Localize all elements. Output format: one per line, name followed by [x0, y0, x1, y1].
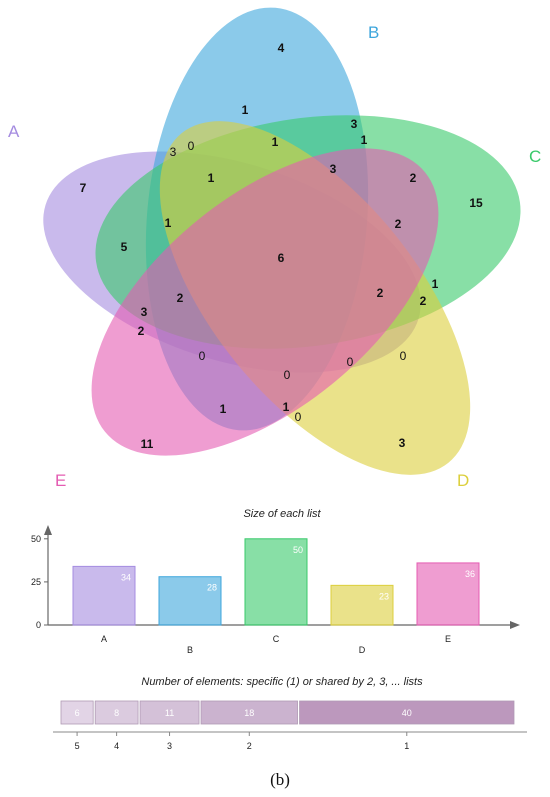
shared-segment-value: 8 — [114, 708, 119, 718]
size-bar-value: 34 — [121, 572, 131, 582]
venn-ellipse-e — [91, 148, 439, 456]
shared-tick-label: 2 — [247, 741, 252, 751]
region-count: 0 — [284, 368, 291, 382]
region-count: 2 — [177, 291, 184, 305]
region-count: 2 — [410, 171, 417, 185]
region-count: 7 — [80, 181, 87, 195]
region-count: 1 — [283, 400, 290, 414]
shared-tick-label: 5 — [75, 741, 80, 751]
region-count: 3 — [330, 162, 337, 176]
region-count: 15 — [469, 196, 483, 210]
region-count: 1 — [165, 216, 172, 230]
region-count: 2 — [138, 324, 145, 338]
shared-segment-value: 11 — [165, 708, 174, 718]
shared-tick-label: 4 — [114, 741, 119, 751]
region-count: 3 — [141, 305, 148, 319]
set-label-e: E — [55, 471, 66, 490]
region-count: 5 — [121, 240, 128, 254]
size-bar-value: 23 — [379, 591, 389, 601]
region-count: 3 — [170, 145, 177, 159]
set-label-b: B — [368, 23, 379, 42]
region-count: 0 — [400, 349, 407, 363]
x-tick-label: C — [273, 634, 280, 644]
region-count: 1 — [361, 133, 368, 147]
region-count: 3 — [351, 117, 358, 131]
region-count: 2 — [395, 217, 402, 231]
region-count: 1 — [208, 171, 215, 185]
region-count: 2 — [377, 286, 384, 300]
region-count: 1 — [272, 135, 279, 149]
y-tick-label: 0 — [36, 620, 41, 630]
size-chart-title: Size of each list — [243, 508, 321, 520]
venn-set-labels: A B C D E — [8, 23, 541, 490]
shared-segment-value: 40 — [402, 708, 412, 718]
x-tick-label: D — [359, 645, 366, 655]
y-tick-label: 25 — [31, 577, 41, 587]
x-tick-label: A — [101, 634, 107, 644]
region-count: 0 — [199, 349, 206, 363]
y-tick-label: 50 — [31, 534, 41, 544]
shared-chart-title: Number of elements: specific (1) or shar… — [141, 676, 423, 688]
x-axis-arrow — [510, 621, 520, 629]
region-count: 4 — [278, 41, 285, 55]
size-bar-a — [72, 565, 136, 626]
shared-segment-2 — [200, 700, 298, 725]
size-bar-value: 50 — [293, 545, 303, 555]
set-label-c: C — [529, 147, 541, 166]
shared-segment-1 — [299, 700, 515, 725]
shared-tick-label: 3 — [167, 741, 172, 751]
size-bar-d — [330, 584, 394, 626]
region-count: 1 — [220, 402, 227, 416]
shared-bar-chart: Number of elements: specific (1) or shar… — [53, 676, 527, 751]
x-tick-label: E — [445, 634, 451, 644]
shared-chart-segments: 6 5 8 4 11 3 18 2 40 1 — [53, 700, 527, 751]
shared-segment-5 — [60, 700, 94, 725]
shared-tick-label: 1 — [404, 741, 409, 751]
shared-segment-4 — [94, 700, 139, 725]
shared-segment-value: 6 — [75, 708, 80, 718]
region-count: 1 — [242, 103, 249, 117]
set-label-d: D — [457, 471, 469, 490]
y-axis-arrow — [44, 525, 52, 535]
region-count: 2 — [420, 294, 427, 308]
figure-caption: (b) — [270, 770, 290, 789]
region-count: 1 — [432, 277, 439, 291]
size-bar-value: 36 — [465, 569, 475, 579]
region-count: 6 — [278, 251, 285, 265]
size-bar-chart: Size of each list 0 25 50 34 A 28 B 50 C 23 D 36 E — [31, 508, 520, 655]
venn-ellipses — [43, 7, 521, 475]
region-count: 11 — [141, 437, 154, 451]
size-chart-bars: 34 A 28 B 50 C 23 D 36 E — [72, 538, 480, 655]
region-count: 0 — [295, 410, 302, 424]
shared-segment-value: 18 — [244, 708, 254, 718]
region-count: 0 — [188, 139, 195, 153]
size-bar-b — [158, 576, 222, 626]
size-bar-e — [416, 562, 480, 626]
size-bar-c — [244, 538, 308, 626]
size-bar-value: 28 — [207, 583, 217, 593]
shared-segment-3 — [139, 700, 200, 725]
region-count: 0 — [347, 355, 354, 369]
region-count: 3 — [399, 436, 406, 450]
x-tick-label: B — [187, 645, 193, 655]
set-label-a: A — [8, 122, 20, 141]
